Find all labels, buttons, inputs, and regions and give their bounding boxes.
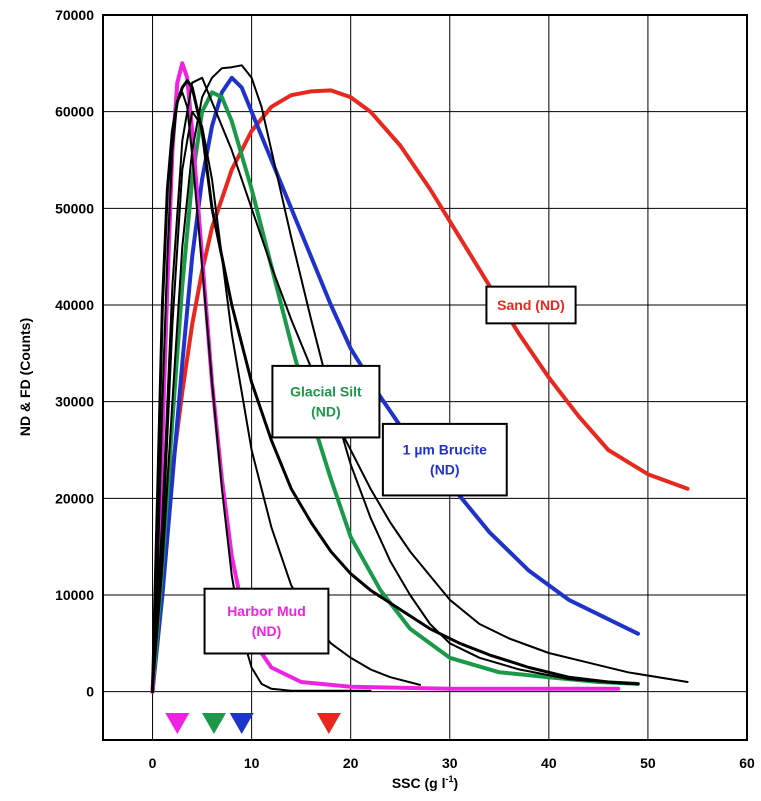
y-tick-label: 40000 (55, 297, 94, 313)
annotation-text: 1 µm Brucite (403, 442, 488, 458)
y-tick-label: 10000 (55, 587, 94, 603)
series-line-fd-2 (151, 110, 421, 693)
y-tick-label: 30000 (55, 394, 94, 410)
annotation-text: Glacial Silt (290, 384, 362, 400)
series-line-fd-4 (151, 79, 640, 694)
annotation-text: Sand (ND) (497, 297, 565, 313)
series-line-fd-1 (151, 91, 372, 693)
x-axis-title: SSC (g l-1) (392, 774, 458, 791)
annotation-sand: Sand (ND) (485, 285, 577, 325)
x-tick-label: 30 (442, 755, 458, 771)
annotation-glacial-silt: Glacial Silt (ND) (271, 364, 381, 439)
x-tick-label: 10 (244, 755, 260, 771)
y-tick-labels: 0 10000 20000 30000 40000 50000 60000 70000 (55, 7, 94, 700)
marker-group (165, 713, 341, 734)
annotation-brucite: 1 µm Brucite (ND) (381, 422, 508, 497)
annotation-harbor-mud: Harbor Mud (ND) (203, 587, 330, 655)
marker-harbor-mud (165, 713, 190, 734)
series-line-brucite-nd (150, 75, 640, 694)
y-tick-label: 50000 (55, 200, 94, 216)
y-tick-label: 70000 (55, 7, 94, 23)
annotation-box (271, 364, 381, 439)
series-line-glacial-silt-nd (150, 90, 640, 694)
series-line-sand-nd (150, 88, 690, 694)
y-tick-label: 0 (86, 684, 94, 700)
x-tick-label: 60 (739, 755, 755, 771)
x-tick-label: 40 (541, 755, 557, 771)
annotation-box (485, 285, 577, 325)
annotation-box (203, 587, 330, 655)
y-axis-title: ND & FD (Counts) (17, 318, 33, 436)
series-line-fd-3 (151, 64, 630, 693)
marker-brucite (229, 713, 254, 734)
annotation-text: (ND) (311, 404, 341, 420)
x-tick-label: 50 (640, 755, 656, 771)
y-tick-label: 60000 (55, 104, 94, 120)
annotation-text: (ND) (252, 623, 282, 639)
x-tick-labels: 0 10 20 30 40 50 60 (149, 755, 755, 771)
x-tick-label: 20 (343, 755, 359, 771)
x-tick-label: 0 (149, 755, 157, 771)
annotation-text: (ND) (430, 462, 460, 478)
annotation-text: Harbor Mud (227, 603, 306, 619)
annotation-box (381, 422, 508, 497)
plot-frame (102, 14, 748, 741)
marker-sand (316, 713, 341, 734)
annotation-group: Sand (ND) Glacial Silt (ND) 1 µm Brucite (ND… (203, 285, 577, 655)
y-tick-label: 20000 (55, 490, 94, 506)
marker-glacial-silt (201, 713, 226, 734)
